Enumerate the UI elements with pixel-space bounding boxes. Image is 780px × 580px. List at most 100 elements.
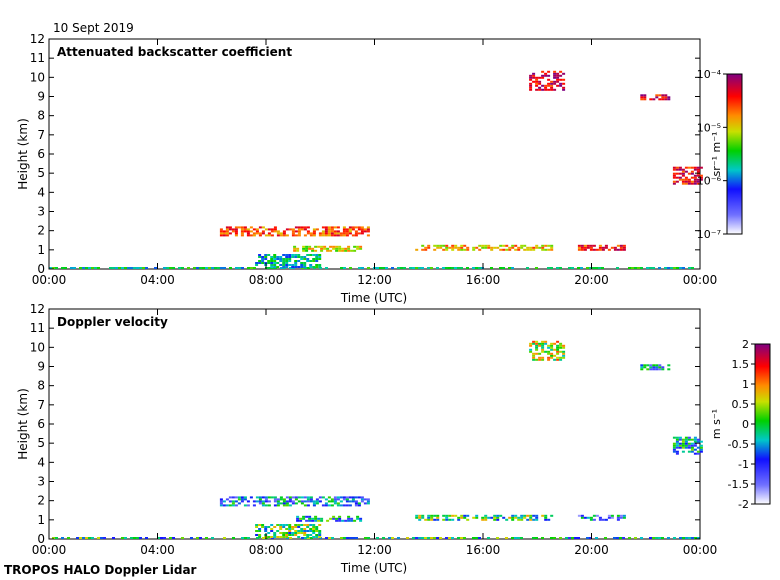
data-cell — [296, 515, 300, 518]
data-cell — [339, 496, 343, 499]
data-cell — [276, 500, 280, 503]
data-cell — [682, 537, 685, 539]
data-cell — [550, 352, 554, 355]
backscatter-x-ticks: 00:00 04:00 08:00 12:00 16:00 20:00 00:00 — [32, 39, 717, 287]
data-cell — [234, 500, 238, 503]
data-cell — [490, 248, 494, 251]
data-cell — [493, 514, 497, 517]
data-cell — [342, 498, 346, 501]
data-cell — [312, 536, 316, 538]
data-cell — [532, 358, 536, 361]
data-cell — [52, 267, 55, 269]
data-cell — [297, 526, 301, 528]
data-cell — [97, 267, 100, 269]
data-cell — [306, 524, 310, 526]
data-cell — [457, 537, 460, 539]
data-cell — [157, 537, 160, 539]
data-cell — [550, 348, 554, 351]
doppler-x-ticks: 00:00 04:00 08:00 12:00 16:00 20:00 00:00 — [32, 309, 717, 557]
data-cell — [586, 537, 589, 539]
data-cell — [360, 228, 364, 231]
data-cell — [288, 530, 292, 532]
data-cell — [493, 518, 497, 521]
data-cell — [592, 518, 596, 521]
data-cell — [294, 502, 298, 505]
data-cell — [550, 88, 554, 91]
data-cell — [691, 267, 694, 269]
data-cell — [529, 516, 533, 519]
data-cell — [699, 448, 703, 451]
data-cell — [472, 537, 475, 539]
data-cell — [302, 517, 306, 520]
data-cell — [336, 502, 340, 505]
data-cell — [312, 258, 316, 260]
data-cell — [640, 366, 644, 369]
data-cell — [553, 80, 557, 83]
data-cell — [264, 254, 268, 256]
data-cell — [291, 526, 295, 528]
data-cell — [314, 249, 318, 252]
data-cell — [541, 342, 545, 345]
data-cell — [223, 537, 226, 539]
data-cell — [282, 536, 286, 538]
data-cell — [270, 536, 274, 538]
data-cell — [559, 344, 563, 347]
data-cell — [508, 246, 512, 249]
data-cell — [121, 267, 124, 269]
data-cell — [303, 504, 307, 507]
data-cell — [535, 348, 539, 351]
data-cell — [309, 260, 313, 262]
data-cell — [520, 537, 523, 539]
data-cell — [312, 502, 316, 505]
data-cell — [273, 266, 277, 268]
data-cell — [350, 249, 354, 252]
data-cell — [348, 496, 352, 499]
data-cell — [547, 78, 551, 81]
data-cell — [338, 249, 342, 252]
data-cell — [687, 178, 691, 181]
data-cell — [351, 234, 355, 237]
data-cell — [282, 254, 286, 256]
data-cell — [541, 88, 545, 91]
data-cell — [681, 172, 685, 175]
data-cell — [311, 249, 315, 252]
data-cell — [205, 267, 208, 269]
data-cell — [308, 515, 312, 518]
data-cell — [338, 247, 342, 250]
data-cell — [672, 448, 676, 451]
data-cell — [616, 244, 620, 247]
data-cell — [264, 500, 268, 503]
data-cell — [499, 244, 503, 247]
data-cell — [261, 524, 265, 526]
data-cell — [535, 267, 538, 269]
data-cell — [282, 524, 286, 526]
data-cell — [541, 76, 545, 79]
data-cell — [349, 537, 352, 539]
data-cell — [451, 537, 454, 539]
data-cell — [255, 534, 259, 536]
data-cell — [604, 244, 608, 247]
data-cell — [360, 232, 364, 235]
data-cell — [388, 537, 391, 539]
data-cell — [303, 496, 307, 499]
data-cell — [445, 537, 448, 539]
data-cell — [332, 517, 336, 520]
data-cell — [538, 342, 542, 345]
data-cell — [589, 267, 592, 269]
data-cell — [355, 537, 358, 539]
data-cell — [261, 260, 265, 262]
data-cell — [690, 180, 694, 183]
data-cell — [448, 518, 452, 521]
data-cell — [672, 182, 676, 185]
data-cell — [273, 496, 277, 499]
data-cell — [333, 226, 337, 229]
data-cell — [219, 504, 223, 507]
data-cell — [693, 168, 697, 171]
data-cell — [302, 249, 306, 252]
data-cell — [421, 537, 424, 539]
data-cell — [308, 519, 312, 522]
data-cell — [219, 500, 223, 503]
data-cell — [309, 524, 313, 526]
data-cell — [246, 232, 250, 235]
